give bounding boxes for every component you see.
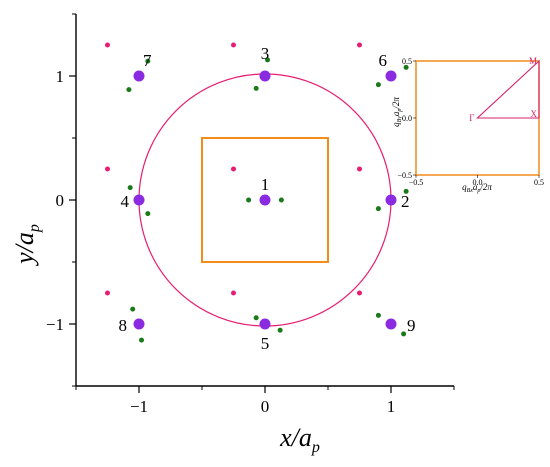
green-point [246, 197, 252, 203]
inset-point-label-Γ: Γ [469, 113, 474, 123]
main-points [105, 42, 409, 343]
x-axis-title: x/ap [279, 423, 320, 456]
green-point [403, 188, 409, 194]
site-label-4: 4 [121, 192, 130, 211]
inset-y-axis-title: qByap/2π [391, 97, 403, 127]
inset-xlabel-tail: /2π [479, 182, 492, 192]
inset-xlabel-sub: Bx [467, 188, 474, 194]
square-cell [201, 137, 329, 263]
inset-ylabel-mid: a [391, 111, 401, 116]
green-point [403, 64, 409, 70]
main-labels: 1 2 3 4 5 6 7 8 9 [119, 44, 416, 353]
green-point [375, 206, 381, 212]
site-1 [259, 194, 271, 206]
inset-ylabel-sub: By [397, 116, 403, 123]
site-label-9: 9 [407, 316, 416, 335]
y-axis-title-main: y/a [10, 232, 39, 267]
pink-point [105, 290, 110, 296]
inset-point-label-M: M [529, 56, 537, 66]
site-label-8: 8 [119, 316, 128, 335]
inset-ylabel-tail: /2π [391, 97, 401, 110]
inset-y-tick-label: 0.5 [402, 57, 412, 66]
green-point [278, 197, 284, 203]
pink-point [105, 42, 110, 48]
site-label-2: 2 [401, 192, 410, 211]
green-point [127, 185, 133, 191]
x-axis-title-main: x/a [279, 423, 312, 452]
x-tick-label: 1 [387, 397, 396, 416]
main-axes: −1 0 1 −1 0 1 [46, 13, 455, 416]
site-4 [133, 194, 145, 206]
green-point [145, 211, 151, 217]
y-tick-label: −1 [46, 315, 64, 334]
green-point [277, 327, 283, 333]
x-tick-label: 0 [261, 397, 270, 416]
inset-x-tick-label: −0.5 [409, 178, 424, 187]
inset-y-tick-label: 0.0 [402, 114, 412, 123]
site-label-3: 3 [261, 44, 270, 63]
site-8 [133, 318, 145, 330]
green-point [401, 331, 407, 337]
site-label-5: 5 [261, 334, 270, 353]
site-9 [385, 318, 397, 330]
pink-point [231, 166, 236, 172]
y-axis-title: y/ap [10, 224, 43, 267]
site-6 [385, 70, 397, 82]
pink-point [105, 166, 110, 172]
site-3 [259, 70, 271, 82]
x-axis-title-sub: p [311, 439, 320, 456]
site-2 [385, 194, 397, 206]
pink-point [357, 42, 362, 48]
inset-x-axis-title: qBxap/2π [462, 182, 492, 194]
pink-point [231, 290, 236, 296]
y-tick-label: 1 [56, 67, 65, 86]
green-point [375, 312, 381, 318]
green-point [126, 87, 132, 93]
green-point [139, 337, 145, 343]
inset-x-tick-label: 0.5 [534, 178, 544, 187]
y-axis-title-sub: p [26, 224, 43, 233]
inset-xlabel-mid: a [473, 182, 478, 192]
inset-ylabel: q [391, 122, 401, 127]
pink-point [357, 166, 362, 172]
y-tick-label: 0 [56, 191, 65, 210]
pink-point [231, 42, 236, 48]
green-point [375, 82, 381, 88]
inset-xlabel: q [462, 182, 467, 192]
site-5 [259, 318, 271, 330]
site-label-6: 6 [379, 51, 388, 70]
green-point [253, 315, 259, 321]
inset-x-tick-label: 0.0 [473, 178, 483, 187]
site-7 [133, 70, 145, 82]
inset-chart: −0.5 0.0 0.5 0.5 0.0 −0.5 Γ X M [397, 56, 544, 187]
inset-path [476, 59, 540, 119]
green-point [130, 306, 136, 312]
inset-ylabel-mid-sub: p [397, 109, 403, 113]
site-label-7: 7 [143, 51, 152, 70]
x-tick-label: −1 [130, 397, 148, 416]
green-point [253, 85, 259, 91]
inset-point-label-X: X [531, 109, 538, 119]
pink-point [357, 290, 362, 296]
green-point [265, 57, 271, 63]
site-label-1: 1 [261, 175, 270, 194]
green-point [145, 58, 151, 64]
inset-y-tick-label: −0.5 [397, 171, 412, 180]
inset-xlabel-mid-sub: p [476, 188, 480, 194]
